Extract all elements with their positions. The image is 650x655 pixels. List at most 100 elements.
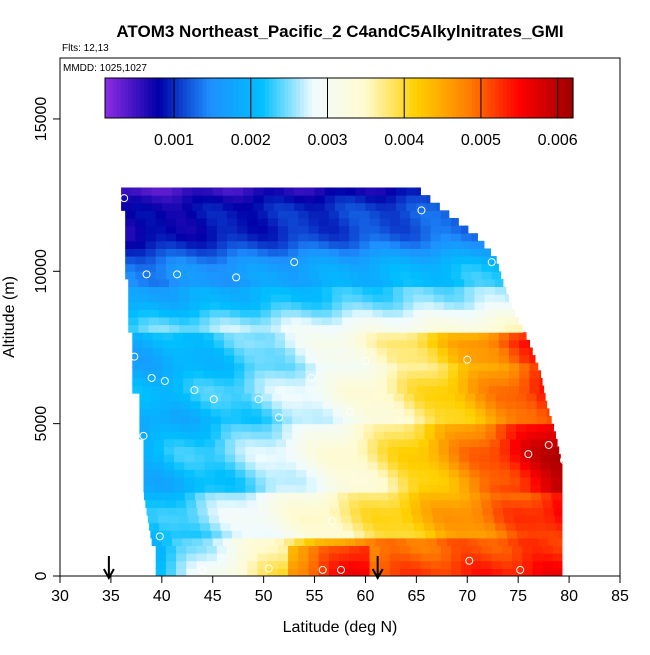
colorbar-segment	[456, 78, 461, 118]
heatmap-cell	[487, 537, 499, 547]
heatmap-cell	[203, 362, 215, 371]
heatmap-cell	[155, 256, 167, 265]
heatmap-cell	[240, 324, 251, 333]
heatmap-cell	[311, 286, 323, 295]
heatmap-cell	[200, 522, 211, 531]
heatmap-cell	[495, 522, 506, 531]
heatmap-cell	[336, 446, 348, 455]
heatmap-cell	[481, 256, 493, 265]
heatmap-cell	[249, 515, 261, 524]
heatmap-cell	[186, 233, 197, 242]
heatmap-cell	[247, 568, 259, 576]
heatmap-cell	[142, 377, 154, 387]
heatmap-cell	[223, 377, 235, 387]
colorbar-segment	[296, 78, 301, 118]
heatmap-cell	[138, 317, 150, 326]
heatmap-cell	[186, 545, 197, 554]
heatmap-cell	[315, 370, 327, 379]
heatmap-cell	[498, 355, 510, 364]
heatmap-cell	[285, 377, 296, 387]
heatmap-cell	[302, 431, 314, 440]
heatmap-cell	[203, 355, 215, 364]
heatmap-cell	[406, 202, 417, 211]
heatmap-cell	[216, 256, 228, 265]
heatmap-cell	[139, 416, 151, 425]
heatmap-cell	[360, 507, 372, 516]
heatmap-cell	[398, 492, 410, 501]
heatmap-cell	[286, 484, 297, 493]
heatmap-cell	[372, 278, 384, 288]
colorbar-segment	[471, 78, 477, 118]
heatmap-cell	[439, 492, 450, 501]
heatmap-cell	[250, 309, 262, 318]
heatmap-cell	[373, 423, 385, 432]
heatmap-cell	[206, 240, 218, 249]
heatmap-cell	[169, 400, 181, 409]
heatmap-cell	[463, 515, 475, 524]
heatmap-cell	[206, 233, 218, 242]
heatmap-cell	[382, 515, 393, 524]
heatmap-cell	[231, 416, 242, 425]
heatmap-cell	[286, 454, 297, 463]
heatmap-cell	[143, 454, 155, 463]
heatmap-cell	[529, 385, 541, 394]
heatmap-cell	[423, 286, 435, 295]
heatmap-cell	[267, 553, 279, 562]
heatmap-cell	[383, 400, 395, 409]
heatmap-cell	[408, 461, 419, 470]
heatmap-cell	[296, 438, 307, 447]
heatmap-cell	[392, 309, 404, 318]
heatmap-cell	[128, 294, 139, 303]
heatmap-cell	[377, 454, 389, 463]
heatmap-cell	[156, 507, 168, 516]
heatmap-cell	[173, 370, 184, 379]
heatmap-cell	[128, 324, 139, 333]
colorbar-segment	[303, 78, 309, 118]
heatmap-cell	[161, 195, 173, 204]
heatmap-cell	[495, 408, 507, 417]
heatmap-cell	[245, 492, 257, 501]
heatmap-cell	[290, 515, 302, 524]
heatmap-cell	[183, 355, 194, 364]
heatmap-cell	[270, 515, 281, 524]
heatmap-cell	[374, 530, 386, 539]
colorbar-segment	[315, 78, 321, 118]
heatmap-cell	[235, 438, 246, 447]
heatmap-cell	[209, 301, 221, 310]
heatmap-cell	[316, 454, 328, 463]
heatmap-cell	[346, 339, 357, 348]
heatmap-cell	[132, 332, 143, 341]
heatmap-cell	[189, 309, 200, 318]
heatmap-cell	[270, 301, 282, 310]
heatmap-cell	[369, 560, 381, 569]
heatmap-cell	[461, 263, 472, 272]
heatmap-cell	[139, 408, 151, 417]
heatmap-cell	[196, 560, 208, 569]
heatmap-cell	[224, 461, 236, 470]
heatmap-cell	[209, 324, 221, 333]
heatmap-cell	[345, 195, 356, 204]
colorbar-segment	[202, 78, 207, 118]
heatmap-cell	[256, 492, 267, 501]
heatmap-cell	[204, 469, 216, 478]
heatmap-cell	[444, 431, 456, 440]
heatmap-cell	[288, 560, 299, 569]
colorbar-segment	[526, 78, 531, 118]
heatmap-cell	[222, 195, 234, 204]
heatmap-cell	[400, 271, 411, 280]
heatmap-cell	[336, 469, 348, 478]
heatmap-cell	[543, 507, 555, 516]
heatmap-cell	[335, 347, 347, 356]
heatmap-cell	[186, 256, 197, 265]
heatmap-cell	[237, 217, 248, 227]
heatmap-cell	[210, 408, 222, 417]
heatmap-cell	[281, 522, 293, 531]
heatmap-cell	[400, 248, 411, 257]
heatmap-cell	[240, 317, 251, 326]
heatmap-cell	[153, 446, 165, 455]
heatmap-cell	[328, 560, 340, 569]
heatmap-cell	[352, 317, 363, 326]
heatmap-cell	[277, 210, 289, 219]
heatmap-cell	[542, 499, 554, 508]
heatmap-cell	[202, 195, 214, 204]
